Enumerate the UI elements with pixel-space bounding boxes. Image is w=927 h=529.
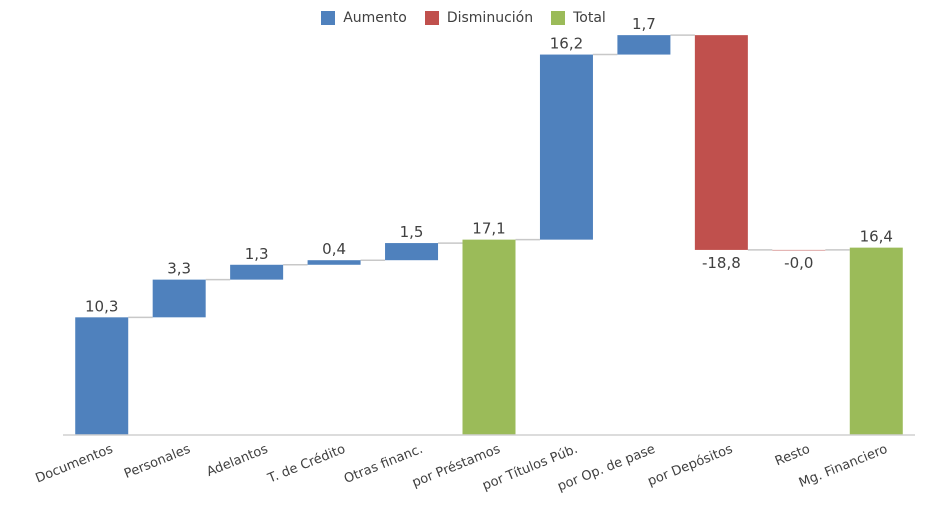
bar-7 bbox=[539, 54, 593, 240]
data-label-1: 10,3 bbox=[85, 297, 118, 315]
category-label-10: Resto bbox=[773, 442, 812, 470]
category-label-11: Mg. Financiero bbox=[797, 442, 890, 491]
bar-1 bbox=[75, 317, 129, 435]
data-label-8: 1,7 bbox=[632, 15, 656, 33]
bar-5 bbox=[385, 243, 439, 261]
data-label-10: -0,0 bbox=[784, 254, 813, 272]
data-label-6: 17,1 bbox=[472, 220, 505, 238]
legend-label-total: Total bbox=[573, 10, 606, 26]
legend-item-total: Total bbox=[551, 10, 606, 26]
data-label-9: -18,8 bbox=[702, 254, 741, 272]
bar-3 bbox=[230, 264, 284, 280]
legend-swatch-decrease bbox=[424, 11, 439, 25]
legend-swatch-total bbox=[551, 11, 566, 25]
bar-4 bbox=[307, 260, 361, 265]
category-label-2: Personales bbox=[122, 442, 193, 482]
category-label-4: T. de Crédito bbox=[265, 442, 348, 487]
bar-8 bbox=[617, 35, 671, 55]
legend-label-increase: Aumento bbox=[343, 10, 407, 26]
category-label-1: Documentos bbox=[34, 442, 116, 487]
category-label-3: Adelantos bbox=[205, 442, 271, 480]
legend-swatch-increase bbox=[321, 11, 336, 25]
legend-item-decrease: Disminución bbox=[424, 10, 534, 26]
bar-9 bbox=[694, 35, 748, 250]
data-label-5: 1,5 bbox=[400, 223, 424, 241]
chart-legend: Aumento Disminución Total bbox=[0, 10, 927, 26]
bar-11 bbox=[849, 247, 903, 435]
data-label-2: 3,3 bbox=[167, 260, 191, 278]
data-label-3: 1,3 bbox=[245, 245, 269, 263]
legend-item-increase: Aumento bbox=[321, 10, 407, 26]
data-label-7: 16,2 bbox=[550, 35, 583, 53]
data-label-11: 16,4 bbox=[860, 228, 893, 246]
bar-10 bbox=[772, 249, 826, 251]
category-label-9: por Depósitos bbox=[646, 442, 735, 490]
bar-2 bbox=[152, 279, 206, 318]
bar-6 bbox=[462, 239, 516, 435]
data-label-4: 0,4 bbox=[322, 240, 346, 258]
legend-label-decrease: Disminución bbox=[446, 10, 534, 26]
